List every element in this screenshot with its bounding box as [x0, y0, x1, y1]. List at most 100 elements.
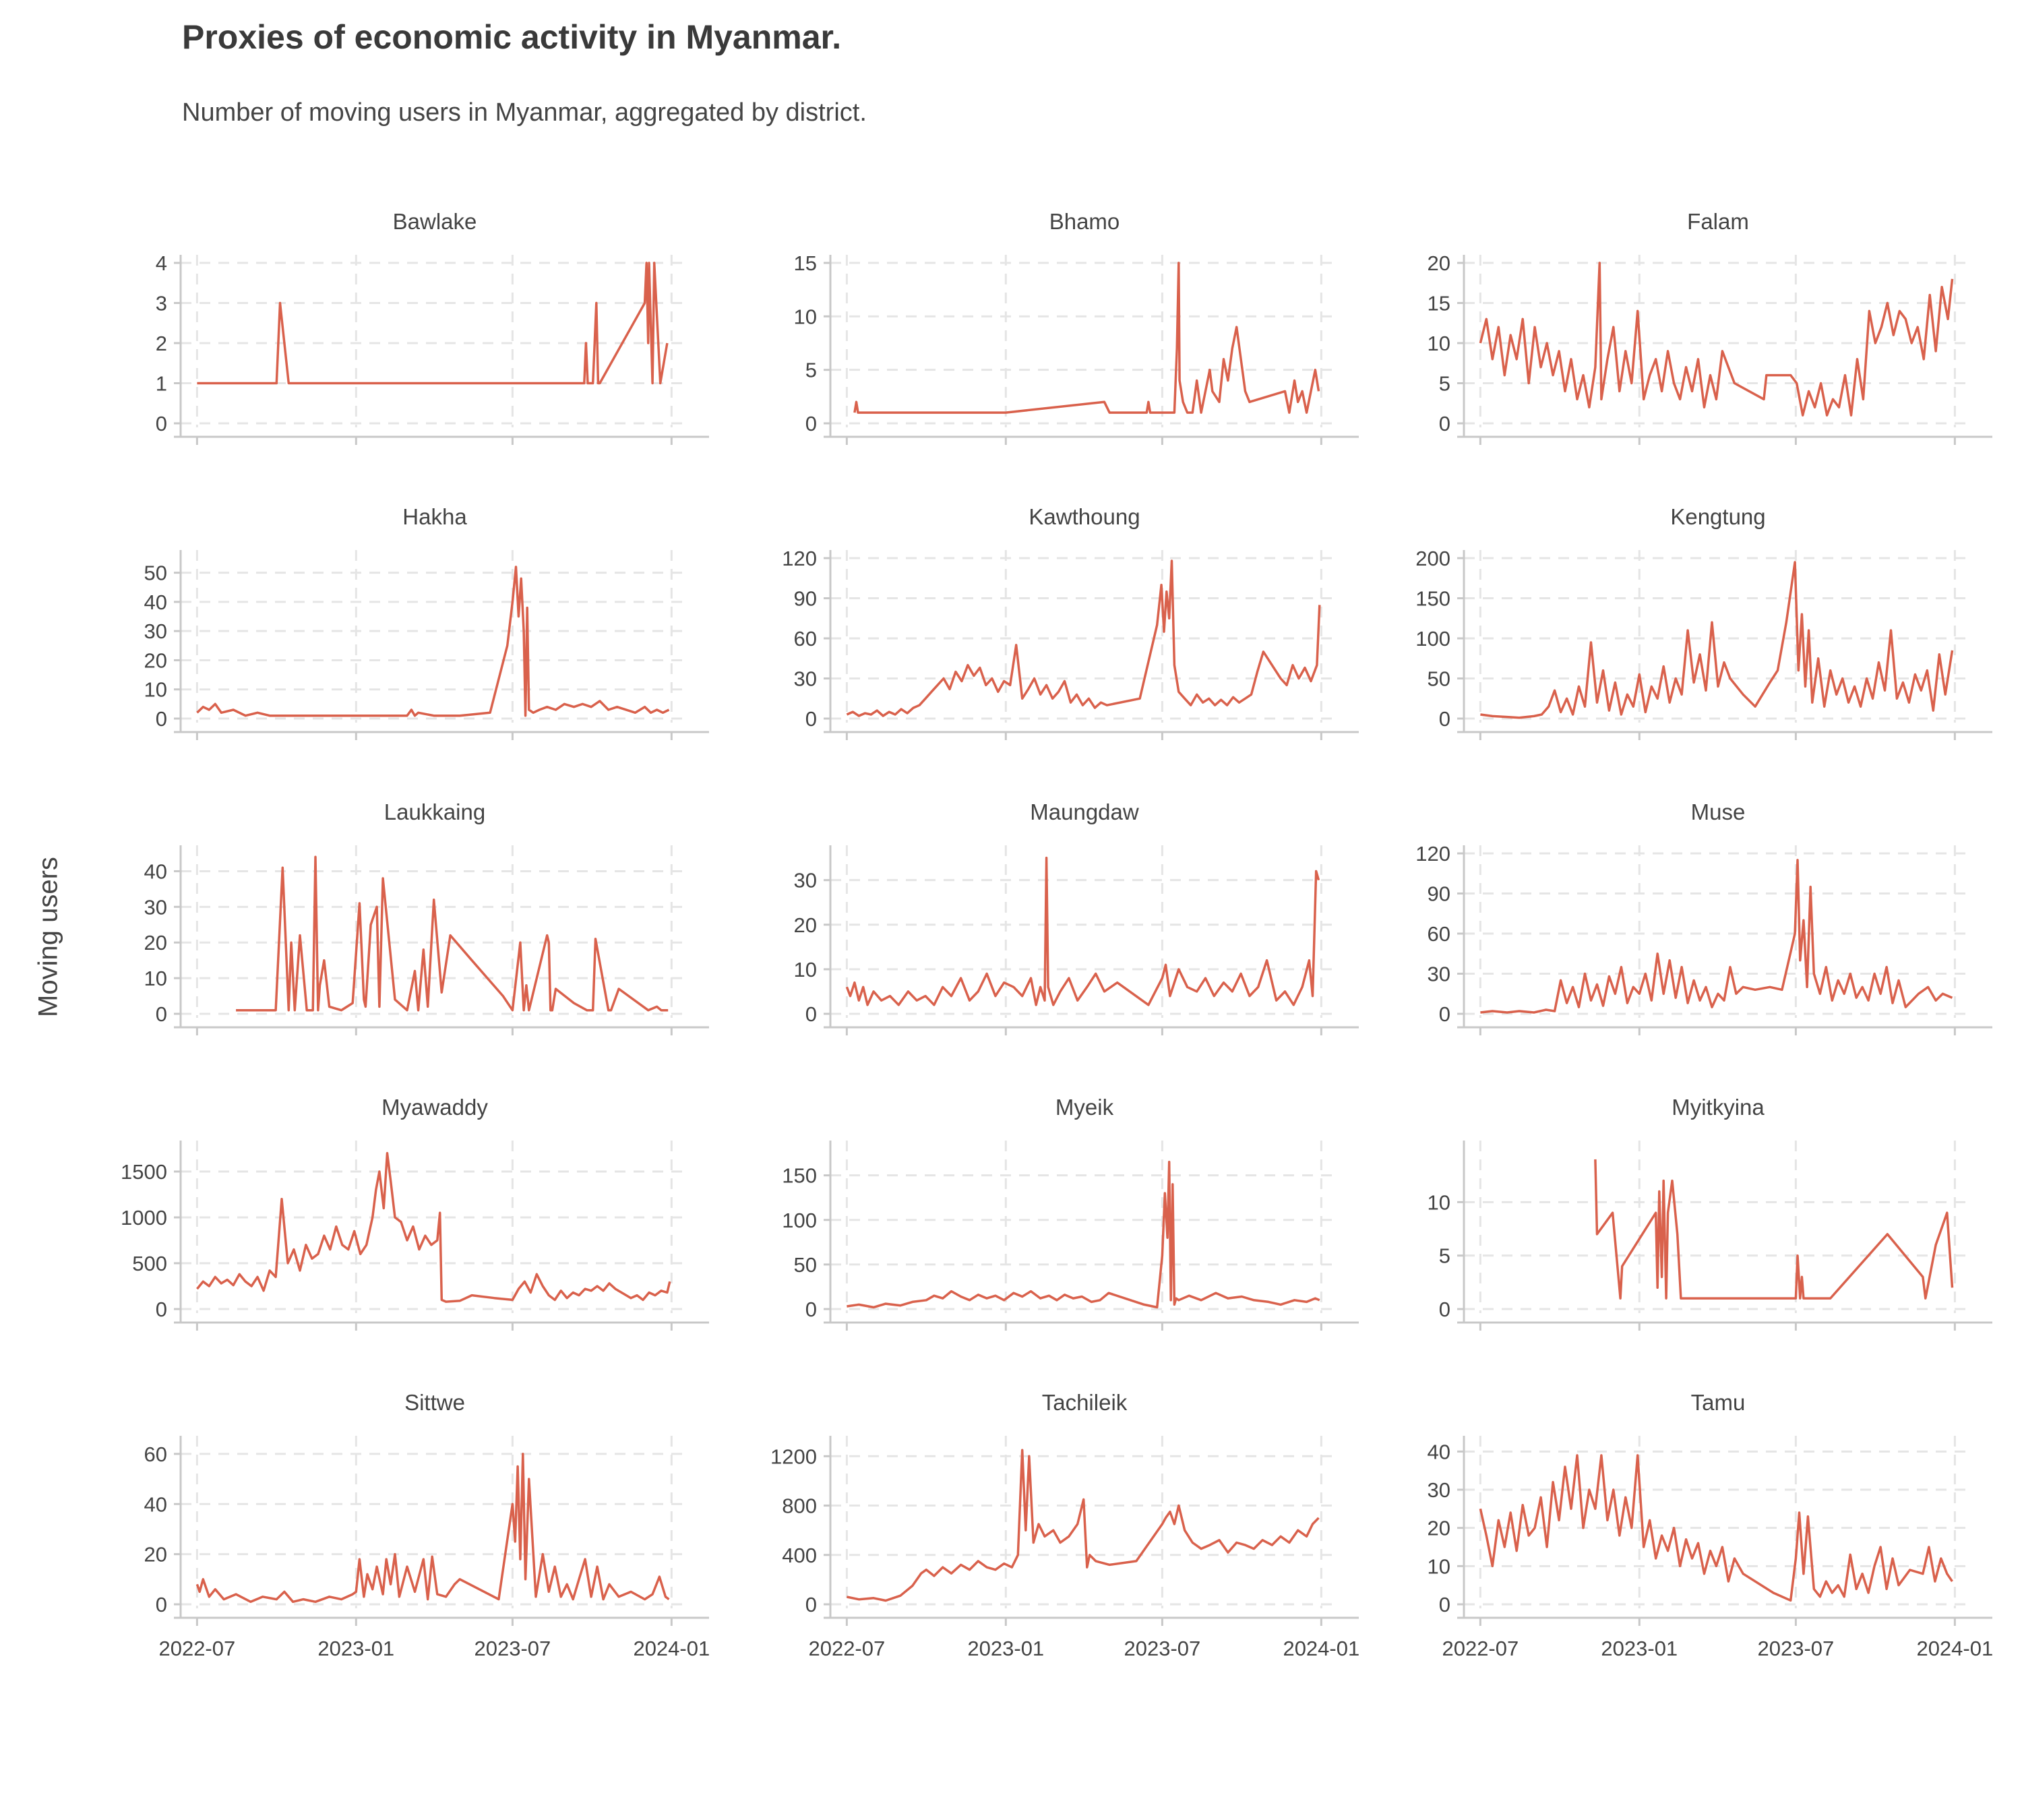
y-tick-label: 0 — [805, 707, 817, 731]
x-tick-label: 2024-01 — [633, 1637, 710, 1660]
series-line-kengtung — [1480, 561, 1954, 719]
y-tick-label: 10 — [1428, 332, 1450, 355]
y-tick-label: 150 — [782, 1164, 817, 1188]
y-tick-label: 100 — [782, 1209, 817, 1232]
panel-title: Maungdaw — [1030, 799, 1139, 824]
y-tick-label: 5 — [1439, 372, 1450, 396]
series-line-tachileik — [847, 1449, 1320, 1602]
y-tick-label: 1 — [156, 372, 167, 396]
y-tick-label: 15 — [794, 251, 817, 275]
y-tick-label: 120 — [782, 547, 817, 570]
x-tick-label: 2024-01 — [1283, 1637, 1359, 1660]
y-tick-label: 30 — [1428, 1478, 1450, 1502]
y-tick-label: 100 — [1415, 627, 1450, 650]
panel-title: Bhamo — [1049, 209, 1120, 234]
panel-title: Bawlake — [393, 209, 477, 234]
panel-title: Muse — [1691, 799, 1746, 824]
panel-myeik: Myeik 0 50 100 150 — [782, 1095, 1359, 1331]
x-tick-label: 2023-07 — [1124, 1637, 1201, 1660]
y-tick-label: 0 — [805, 1593, 817, 1616]
panel-myawaddy: Myawaddy 0 500 1000 1500 — [121, 1095, 709, 1331]
y-tick-label: 0 — [156, 1298, 167, 1321]
y-tick-label: 40 — [144, 1492, 167, 1516]
y-tick-label: 5 — [1439, 1244, 1450, 1268]
series-line-bhamo — [853, 262, 1320, 414]
panel-title: Laukkaing — [384, 799, 485, 824]
y-tick-label: 0 — [805, 412, 817, 435]
y-tick-label: 0 — [805, 1298, 817, 1321]
y-tick-label: 10 — [144, 678, 167, 702]
series-line-bawlake — [197, 262, 669, 385]
panel-title: Tamu — [1691, 1390, 1746, 1415]
y-tick-label: 20 — [794, 913, 817, 937]
panel-bawlake: Bawlake 0 1 2 3 4 — [156, 209, 709, 445]
series-line-hakha — [196, 566, 670, 717]
y-tick-label: 0 — [156, 1002, 167, 1026]
y-tick-label: 20 — [1428, 1517, 1450, 1540]
y-tick-label: 60 — [144, 1443, 167, 1466]
y-tick-label: 40 — [144, 590, 167, 614]
y-tick-label: 0 — [1439, 707, 1450, 731]
y-tick-label: 30 — [1428, 963, 1450, 986]
panel-title: Myitkyina — [1672, 1095, 1765, 1120]
y-tick-label: 10 — [144, 967, 167, 990]
y-tick-label: 0 — [1439, 1298, 1450, 1321]
y-tick-label: 0 — [1439, 1593, 1450, 1616]
panel-hakha: Hakha 0 10 20 30 40 50 — [144, 504, 709, 740]
y-tick-label: 0 — [805, 1002, 817, 1026]
y-tick-label: 90 — [1428, 882, 1450, 906]
panel-kengtung: Kengtung 0 50 100 150 200 — [1415, 504, 1992, 740]
panel-title: Kengtung — [1670, 504, 1765, 529]
y-tick-label: 5 — [805, 359, 817, 382]
panel-falam: Falam 0 5 10 15 20 — [1428, 209, 1992, 445]
panel-title: Sittwe — [404, 1390, 465, 1415]
y-tick-label: 150 — [1415, 587, 1450, 611]
y-tick-label: 15 — [1428, 292, 1450, 315]
series-line-myawaddy — [196, 1152, 671, 1303]
panel-muse: Muse 0 30 60 90 120 — [1415, 799, 1992, 1035]
y-tick-label: 60 — [1428, 922, 1450, 946]
y-tick-label: 2 — [156, 332, 167, 355]
y-tick-label: 0 — [1439, 1002, 1450, 1026]
y-tick-label: 800 — [782, 1494, 817, 1518]
y-tick-label: 400 — [782, 1544, 817, 1567]
y-tick-label: 10 — [1428, 1190, 1450, 1214]
series-line-myitkyina — [1594, 1159, 1954, 1300]
panel-laukkaing: Laukkaing 0 10 20 30 40 — [144, 799, 709, 1035]
x-tick-label: 2023-01 — [967, 1637, 1044, 1660]
panel-myitkyina: Myitkyina 0 5 10 — [1428, 1095, 1992, 1331]
y-tick-label: 30 — [794, 869, 817, 892]
y-tick-label: 30 — [144, 619, 167, 643]
x-tick-label: 2023-01 — [1601, 1637, 1678, 1660]
x-tick-label: 2023-01 — [317, 1637, 394, 1660]
y-tick-label: 60 — [794, 627, 817, 650]
panel-title: Myawaddy — [381, 1095, 488, 1120]
panel-tachileik: Tachileik 0 400 800 1200 2022-07 2023-01 2023-0… — [770, 1390, 1359, 1660]
x-tick-label: 2024-01 — [1916, 1637, 1993, 1660]
panel-title: Tachileik — [1042, 1390, 1128, 1415]
x-tick-label: 2022-07 — [158, 1637, 235, 1660]
y-tick-label: 20 — [144, 1543, 167, 1567]
y-tick-label: 30 — [144, 895, 167, 919]
panel-title: Hakha — [402, 504, 467, 529]
y-tick-label: 4 — [156, 251, 167, 275]
y-tick-label: 0 — [156, 412, 167, 435]
series-line-kawthoung — [846, 559, 1321, 717]
y-tick-label: 0 — [156, 707, 167, 731]
y-tick-label: 3 — [156, 292, 167, 315]
series-line-tamu — [1479, 1454, 1953, 1602]
panel-title: Falam — [1687, 209, 1749, 234]
panel-title: Myeik — [1055, 1095, 1114, 1120]
x-tick-label: 2022-07 — [1442, 1637, 1519, 1660]
panel-maungdaw: Maungdaw 0 10 20 30 — [794, 799, 1359, 1035]
y-tick-label: 20 — [144, 931, 167, 954]
y-tick-label: 30 — [794, 667, 817, 691]
y-tick-label: 40 — [144, 859, 167, 883]
y-tick-label: 50 — [144, 562, 167, 585]
y-tick-label: 0 — [156, 1593, 167, 1616]
y-tick-label: 90 — [794, 587, 817, 611]
y-tick-label: 200 — [1415, 547, 1450, 570]
y-tick-label: 20 — [1428, 251, 1450, 275]
x-tick-label: 2023-07 — [1758, 1637, 1835, 1660]
